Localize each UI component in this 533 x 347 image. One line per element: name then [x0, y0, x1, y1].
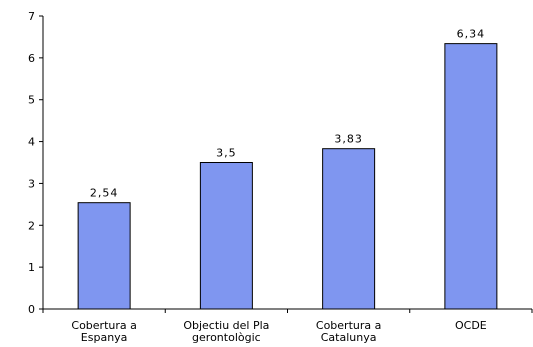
bar: [77, 202, 131, 310]
y-tick-label: 4: [28, 136, 35, 149]
bar: [199, 162, 253, 310]
y-tick-label: 1: [28, 261, 35, 274]
y-tick-label: 2: [28, 219, 35, 232]
bar-data-label: 3,83: [334, 133, 363, 146]
category-label: gerontològic: [192, 331, 261, 344]
bar: [444, 43, 498, 310]
category-label: Espanya: [81, 331, 128, 344]
y-tick-label: 7: [28, 10, 35, 23]
bar-data-label: 6,34: [457, 28, 486, 41]
category-label: Catalunya: [321, 331, 377, 344]
category-label: Cobertura a: [71, 319, 136, 332]
y-tick-label: 5: [28, 94, 35, 107]
bar-data-label: 3,5: [216, 147, 237, 160]
y-tick-label: 0: [28, 303, 35, 316]
bar: [322, 148, 376, 310]
bar-data-label: 2,54: [90, 187, 119, 200]
category-label: OCDE: [455, 319, 487, 332]
bars: 2,54 3,5 3,83 6,34: [77, 28, 498, 310]
y-axis: 0 1 2 3 4 5 6 7: [28, 10, 44, 316]
y-tick-label: 3: [28, 177, 35, 190]
category-label: Objectiu del Pla: [183, 319, 269, 332]
category-label: Cobertura a: [316, 319, 381, 332]
y-tick-label: 6: [28, 52, 35, 65]
